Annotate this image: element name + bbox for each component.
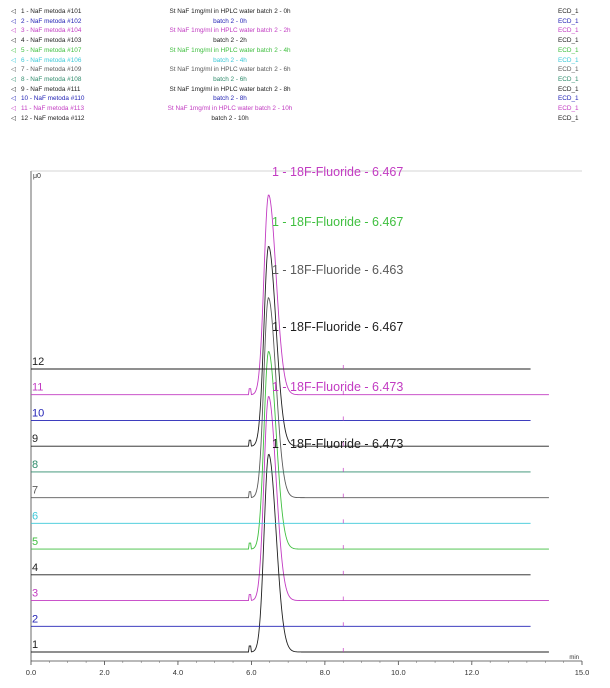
legend-series-label: 2 - NaF metoda #102 — [21, 17, 82, 25]
legend-series-label: 7 - NaF metoda #109 — [21, 66, 82, 74]
legend-row: ◁ 7 - NaF metoda #109 St NaF 1mg/ml in HPL… — [0, 65, 610, 75]
trace-number-label: 8 — [32, 459, 38, 471]
trace-number-label: 1 — [32, 639, 38, 651]
legend-series-description: batch 2 - 8h — [213, 95, 247, 103]
x-tick-label: 4.0 — [173, 668, 183, 677]
legend-marker-icon: ◁ — [11, 46, 16, 54]
legend-detector-label: ECD_1 — [558, 66, 579, 74]
legend-series-description: St NaF 1mg/ml in HPLC water batch 2 - 2h — [169, 27, 291, 35]
legend-series-description: batch 2 - 4h — [213, 56, 247, 64]
trace-number-label: 11 — [32, 382, 43, 394]
legend-series-label: 10 - NaF metoda #110 — [21, 95, 85, 103]
legend-detector-label: ECD_1 — [558, 46, 579, 54]
trace-number-label: 5 — [32, 536, 38, 548]
legend-series-label: 8 - NaF metoda #108 — [21, 75, 82, 83]
legend-series-label: 4 - NaF metoda #103 — [21, 37, 82, 45]
legend-row: ◁ 11 - NaF metoda #113 St NaF 1mg/ml in HP… — [0, 104, 610, 114]
legend-detector-label: ECD_1 — [558, 95, 579, 103]
legend-series-description: St NaF 1mg/ml in HPLC water batch 2 - 10… — [167, 105, 293, 112]
peak-annotation-label: 1 - 18F-Fluoride - 6.473 — [272, 380, 403, 394]
legend-marker-icon: ◁ — [11, 37, 16, 45]
legend-marker-icon: ◁ — [11, 105, 16, 112]
legend-marker-icon: ◁ — [11, 75, 16, 83]
legend-marker-icon: ◁ — [11, 17, 16, 25]
legend-series-description: St NaF 1mg/ml in HPLC water batch 2 - 8h — [169, 85, 291, 93]
legend-row: ◁ 9 - NaF metoda #111 St NaF 1mg/ml in HPL… — [0, 85, 610, 95]
peak-annotation-label: 1 - 18F-Fluoride - 6.467 — [272, 320, 403, 334]
x-tick-label: 0.0 — [26, 668, 36, 677]
legend-row: ◁ 8 - NaF metoda #108 batch 2 - 6h ECD_1 — [0, 75, 610, 85]
legend-row: ◁ 10 - NaF metoda #110 batch 2 - 8h ECD_1 — [0, 94, 610, 104]
legend-detector-label: ECD_1 — [558, 27, 579, 35]
legend-series-label: 9 - NaF metoda #111 — [21, 85, 81, 93]
legend-detector-label: ECD_1 — [558, 8, 579, 15]
x-tick-label: 6.0 — [246, 668, 256, 677]
trace-line — [31, 453, 549, 653]
legend-series-description: batch 2 - 6h — [213, 75, 247, 83]
trace-line — [31, 296, 549, 499]
legend-series-description: batch 2 - 2h — [213, 37, 247, 45]
x-tick-label: 8.0 — [320, 668, 330, 677]
legend-detector-label: ECD_1 — [558, 85, 579, 93]
peak-annotation-label: 1 - 18F-Fluoride - 6.467 — [272, 165, 403, 179]
trace-line — [31, 396, 549, 601]
legend-series-description: batch 2 - 0h — [213, 17, 247, 25]
legend-row: ◁ 4 - NaF metoda #103 batch 2 - 2h ECD_1 — [0, 36, 610, 46]
legend-row: ◁ 1 - NaF metoda #101 St NaF 1mg/ml in HPL… — [0, 7, 610, 17]
trace-number-label: 4 — [32, 562, 38, 574]
legend-detector-label: ECD_1 — [558, 105, 579, 112]
legend-row: ◁ 3 - NaF metoda #104 St NaF 1mg/ml in HPL… — [0, 26, 610, 36]
trace-number-label: 3 — [32, 588, 38, 600]
x-tick-label: 12.0 — [464, 668, 479, 677]
legend-marker-icon: ◁ — [11, 95, 16, 103]
legend-series-label: 3 - NaF metoda #104 — [21, 27, 82, 35]
x-axis-label: min — [569, 655, 579, 661]
trace-number-label: 6 — [32, 510, 38, 522]
legend-series-label: 6 - NaF metoda #106 — [21, 56, 82, 64]
legend-row: ◁ 12 - NaF metoda #112 batch 2 - 10h ECD_1 — [0, 114, 610, 124]
legend-detector-label: ECD_1 — [558, 37, 579, 45]
legend-detector-label: ECD_1 — [558, 75, 579, 83]
peak-annotation-label: 1 - 18F-Fluoride - 6.467 — [272, 215, 403, 229]
legend-series-label: 12 - NaF metoda #112 — [21, 114, 85, 122]
legend-marker-icon: ◁ — [11, 85, 16, 93]
legend-marker-icon: ◁ — [11, 66, 16, 74]
legend-series-label: 11 - NaF metoda #113 — [21, 105, 84, 112]
peak-annotation-label: 1 - 18F-Fluoride - 6.463 — [272, 263, 403, 277]
trace-line — [31, 351, 549, 550]
trace-number-label: 10 — [32, 407, 44, 419]
legend-detector-label: ECD_1 — [558, 56, 579, 64]
legend-marker-icon: ◁ — [11, 56, 16, 64]
x-tick-label: 10.0 — [391, 668, 406, 677]
legend-series-description: St NaF 1mg/ml in HPLC water batch 2 - 0h — [169, 8, 291, 15]
trace-line — [31, 246, 549, 447]
trace-number-label: 7 — [32, 485, 38, 497]
legend-detector-label: ECD_1 — [558, 17, 579, 25]
trace-number-label: 9 — [32, 433, 38, 445]
x-tick-label: 2.0 — [99, 668, 109, 677]
legend-marker-icon: ◁ — [11, 27, 16, 35]
chart-legend: ◁ 1 - NaF metoda #101 St NaF 1mg/ml in HPL… — [0, 0, 610, 170]
x-tick-label: 15.0 — [575, 668, 590, 677]
legend-row: ◁ 5 - NaF metoda #107 St NaF 1mg/ml in HPL… — [0, 46, 610, 56]
legend-row: ◁ 6 - NaF metoda #106 batch 2 - 4h ECD_1 — [0, 56, 610, 66]
legend-series-label: 5 - NaF metoda #107 — [21, 46, 82, 54]
legend-detector-label: ECD_1 — [558, 114, 579, 122]
trace-line — [31, 194, 549, 396]
peak-annotation-label: 1 - 18F-Fluoride - 6.473 — [272, 437, 403, 451]
trace-number-label: 2 — [32, 613, 38, 625]
legend-marker-icon: ◁ — [11, 8, 16, 15]
legend-marker-icon: ◁ — [11, 114, 16, 122]
trace-number-label: 12 — [32, 356, 44, 368]
legend-series-description: St NaF 1mg/ml in HPLC water batch 2 - 6h — [169, 66, 291, 74]
legend-series-description: St NaF 1mg/ml in HPLC water batch 2 - 4h — [169, 46, 291, 54]
legend-series-description: batch 2 - 10h — [211, 114, 249, 122]
y-unit-label: μ0 — [33, 173, 41, 180]
legend-row: ◁ 2 - NaF metoda #102 batch 2 - 0h ECD_1 — [0, 17, 610, 27]
legend-series-label: 1 - NaF metoda #101 — [21, 8, 82, 15]
